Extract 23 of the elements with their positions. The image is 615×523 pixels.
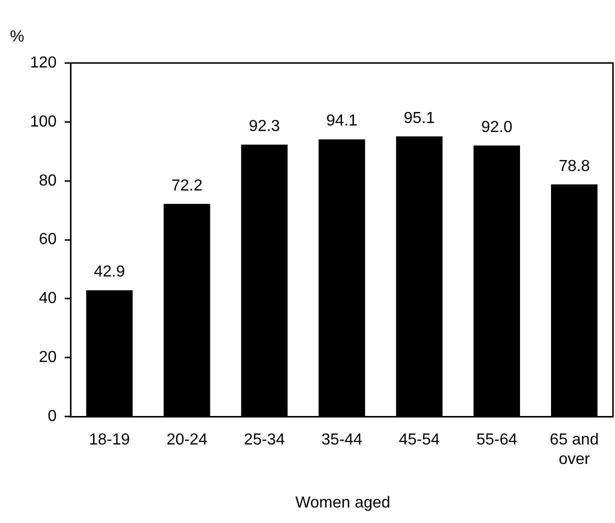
data-label: 42.9 xyxy=(94,264,126,281)
data-label: 94.1 xyxy=(326,112,358,130)
x-tick-label: 65 and over xyxy=(550,432,599,468)
x-axis-title: Women aged xyxy=(295,494,390,512)
y-tick-label: 80 xyxy=(38,172,57,190)
y-tick-label: 120 xyxy=(30,54,57,72)
data-label: 72.2 xyxy=(171,177,203,194)
y-tick-label: 20 xyxy=(38,349,57,366)
data-label: 92.3 xyxy=(248,118,280,136)
data-label: 92.0 xyxy=(481,118,512,136)
x-tick-label: 45-54 xyxy=(398,432,440,449)
y-tick-label: 100 xyxy=(30,113,57,130)
y-axis-title: % xyxy=(10,28,24,46)
data-label: 78.8 xyxy=(558,158,590,175)
y-tick-label: 0 xyxy=(48,408,57,426)
y-tick-label: 40 xyxy=(38,290,57,308)
x-tick-label: 35-44 xyxy=(321,432,362,449)
y-tick-label: 60 xyxy=(38,231,57,248)
x-tick-label: 25-34 xyxy=(244,432,285,449)
x-tick-label: 18-19 xyxy=(88,432,130,449)
data-label: 95.1 xyxy=(404,110,435,127)
x-tick-label: 55-64 xyxy=(476,432,518,449)
x-tick-label: 20-24 xyxy=(166,432,208,449)
